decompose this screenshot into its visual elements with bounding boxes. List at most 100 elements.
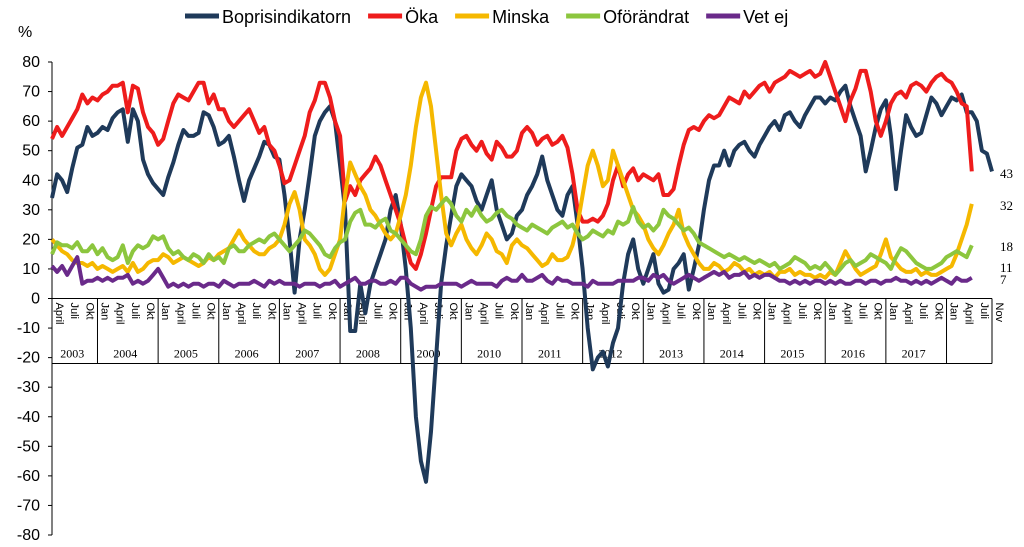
x-year-label: 2008 <box>356 347 380 361</box>
legend-label: Vet ej <box>743 7 788 27</box>
x-month-label: April <box>417 303 429 325</box>
x-month-label: Juli <box>129 303 141 320</box>
x-month-label: Jan <box>280 303 292 321</box>
x-month-label: Juli <box>675 303 687 320</box>
x-axis: April Juli Okt Jan April Juli Okt Jan April Juli O… <box>51 298 1005 364</box>
x-month-label: Juli <box>917 303 929 320</box>
x-month-label: Juli <box>978 303 990 320</box>
x-month-label: Jan <box>220 303 232 321</box>
x-month-label: April <box>235 303 247 325</box>
series-line-minska <box>50 80 974 280</box>
y-tick-label: -60 <box>17 468 40 485</box>
x-month-label: April <box>599 303 611 325</box>
end-value-label: 43 <box>1000 166 1013 181</box>
y-tick-label: -70 <box>17 497 40 514</box>
x-month-label: Juli <box>493 303 505 320</box>
x-year-label: 2017 <box>902 347 926 361</box>
x-month-label: Jan <box>766 303 778 321</box>
x-year-label: 2003 <box>60 347 84 361</box>
series-line-vet ej <box>50 255 973 292</box>
x-year-label: 2005 <box>174 347 198 361</box>
y-tick-label: -10 <box>17 320 40 337</box>
x-month-label: April <box>174 303 186 325</box>
x-year-label: 2013 <box>659 347 683 361</box>
x-month-label: April <box>296 303 308 325</box>
x-month-label: Nov <box>993 303 1005 323</box>
x-month-label: Okt <box>205 303 217 320</box>
x-year-label: 2010 <box>477 347 501 361</box>
y-tick-label: 20 <box>22 231 40 248</box>
x-year-label: 2016 <box>841 347 865 361</box>
y-tick-label: 0 <box>31 291 40 308</box>
x-month-label: Juli <box>68 303 80 320</box>
y-tick-label: 10 <box>22 261 40 278</box>
x-month-label: Jan <box>705 303 717 321</box>
x-month-label: Jan <box>523 303 535 321</box>
x-month-label: Okt <box>83 303 95 320</box>
x-year-label: 2015 <box>780 347 804 361</box>
x-month-label: Juli <box>250 303 262 320</box>
x-month-label: Okt <box>932 303 944 320</box>
y-tick-label: -50 <box>17 438 40 455</box>
x-month-label: Juli <box>371 303 383 320</box>
y-tick-label: 70 <box>22 84 40 101</box>
x-month-label: Okt <box>447 303 459 320</box>
x-month-label: Jan <box>98 303 110 321</box>
x-month-label: Juli <box>189 303 201 320</box>
x-month-label: April <box>659 303 671 325</box>
end-value-labels: 43 32 18 117 <box>1000 166 1013 287</box>
legend-label: Oförändrat <box>603 7 689 27</box>
legend-label: Minska <box>492 7 550 27</box>
y-tick-label: 30 <box>22 202 40 219</box>
x-month-label: Jan <box>644 303 656 321</box>
x-month-label: Okt <box>508 303 520 320</box>
x-year-label: 2004 <box>113 347 137 361</box>
y-axis-unit: % <box>18 24 32 41</box>
y-axis: 80 70 60 50 40 30 20 10 0 -10 -20 -30 -40 -50 -60 -70 -8… <box>17 54 53 544</box>
x-month-label: Okt <box>629 303 641 320</box>
x-month-label: Okt <box>750 303 762 320</box>
x-month-label: April <box>114 303 126 325</box>
y-tick-label: 40 <box>22 172 40 189</box>
x-month-label: Jan <box>887 303 899 321</box>
x-month-label: Juli <box>553 303 565 320</box>
y-tick-label: 50 <box>22 143 40 160</box>
x-month-label: April <box>53 303 65 325</box>
x-month-label: April <box>963 303 975 325</box>
x-month-label: Okt <box>872 303 884 320</box>
end-value-label: 18 <box>1000 239 1013 254</box>
x-month-label: Okt <box>326 303 338 320</box>
x-month-label: April <box>841 303 853 325</box>
x-month-label: Juli <box>311 303 323 320</box>
x-year-label: 2014 <box>720 347 744 361</box>
y-tick-label: -30 <box>17 379 40 396</box>
x-year-label: 2011 <box>538 347 562 361</box>
legend-label: Öka <box>405 7 439 27</box>
x-month-label: Okt <box>690 303 702 320</box>
x-month-label: Okt <box>387 303 399 320</box>
x-month-label: Jan <box>462 303 474 321</box>
x-month-label: Juli <box>857 303 869 320</box>
x-month-label: April <box>538 303 550 325</box>
y-tick-label: -40 <box>17 409 40 426</box>
y-tick-label: 60 <box>22 113 40 130</box>
series-line-boprisindikatorn <box>50 83 994 484</box>
x-year-label: 2006 <box>235 347 259 361</box>
chart-legend: Boprisindikatorn Öka Minska Oförändrat Vet e… <box>185 7 788 27</box>
x-month-label: Jan <box>948 303 960 321</box>
x-month-label: Jan <box>826 303 838 321</box>
series-line-öka <box>50 60 974 271</box>
end-value-label: 7 <box>1000 272 1007 287</box>
x-month-label: April <box>902 303 914 325</box>
x-month-label: Okt <box>568 303 580 320</box>
y-tick-label: 80 <box>22 54 40 71</box>
x-month-label: Okt <box>811 303 823 320</box>
x-month-label: Juli <box>735 303 747 320</box>
x-month-label: Okt <box>265 303 277 320</box>
x-month-label: Jan <box>159 303 171 321</box>
x-month-label: April <box>781 303 793 325</box>
plot-area <box>50 60 994 484</box>
x-month-label: Juli <box>796 303 808 320</box>
legend-label: Boprisindikatorn <box>222 7 351 27</box>
